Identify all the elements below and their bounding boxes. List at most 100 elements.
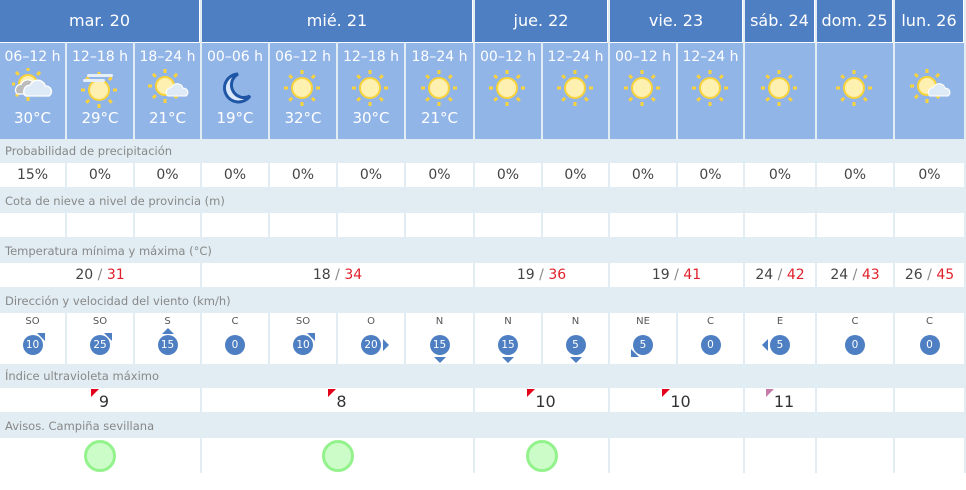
precip-value: 0% — [406, 163, 473, 187]
wind-direction: SO — [295, 316, 311, 327]
precip-value: 0% — [475, 163, 541, 187]
moon-icon — [223, 72, 252, 104]
wind-arrow-icon — [502, 357, 514, 363]
day-header[interactable]: jue. 22 — [475, 0, 608, 42]
wind-arrow-icon — [383, 339, 389, 351]
precip-value: 0% — [202, 163, 268, 187]
precip-value: 0% — [543, 163, 608, 187]
period-hours: 12–18 h — [72, 49, 128, 65]
sun-icon — [352, 70, 388, 106]
period-temp: 29°C — [81, 109, 119, 127]
alert-cell[interactable] — [475, 438, 608, 473]
precip-label: Probabilidad de precipitación — [0, 139, 964, 163]
sun-haze-icon — [81, 72, 117, 108]
snow-value — [895, 213, 964, 237]
period-cell — [895, 42, 964, 139]
snow-value — [202, 213, 268, 237]
sun-icon — [489, 70, 525, 106]
wind-speed: 20 — [361, 335, 381, 355]
period-cell: 18–24 h 21°C — [406, 42, 473, 139]
wind-direction: C — [926, 316, 933, 327]
wind-cell: N 15 — [406, 313, 473, 364]
alert-cell — [610, 438, 743, 473]
temp-max: 36 — [548, 267, 567, 283]
wind-cell: N 15 — [475, 313, 541, 364]
temp-separator: / — [927, 267, 932, 283]
uv-cell: 8 — [202, 388, 473, 412]
snow-value — [67, 213, 133, 237]
period-cell: 12–24 h — [678, 42, 743, 139]
period-temp: 21°C — [148, 109, 187, 127]
green-alert-icon[interactable] — [525, 440, 558, 472]
period-cell: 00–12 h — [475, 42, 541, 139]
period-hours — [745, 49, 815, 65]
snow-value — [475, 213, 541, 237]
temp-range: 19 / 41 — [610, 263, 743, 287]
temp-min: 24 — [755, 267, 774, 283]
snow-value — [678, 213, 743, 237]
wind-speed: 0 — [919, 335, 940, 355]
period-hours — [895, 49, 964, 65]
temp-min: 19 — [516, 267, 535, 283]
snow-value — [270, 213, 336, 237]
uv-cell — [895, 388, 964, 412]
period-temp: 32°C — [284, 109, 322, 127]
alert-cell[interactable] — [0, 438, 200, 473]
wind-cell: S 15 — [135, 313, 200, 364]
wind-direction: S — [164, 316, 171, 327]
period-hours: 18–24 h — [411, 49, 468, 65]
day-header[interactable]: mar. 20 — [0, 0, 200, 42]
day-header[interactable]: vie. 23 — [610, 0, 743, 42]
alert-cell[interactable] — [202, 438, 473, 473]
uv-cell: 10 — [475, 388, 608, 412]
sun-cloud-icon — [11, 68, 52, 101]
wind-direction: N — [504, 316, 512, 327]
temp-max: 34 — [344, 267, 363, 283]
period-cell: 12–18 h 29°C — [67, 42, 133, 139]
period-cell: 12–18 h 30°C — [338, 42, 404, 139]
wind-speed: 10 — [22, 335, 43, 355]
snow-value — [543, 213, 608, 237]
temp-min: 24 — [830, 267, 849, 283]
temp-max: 43 — [861, 267, 880, 283]
alert-cell — [745, 438, 815, 473]
snow-value — [338, 213, 404, 237]
temp-separator: / — [674, 267, 679, 283]
snow-value — [0, 213, 65, 237]
temp-range: 24 / 43 — [817, 263, 893, 287]
sun-icon — [556, 70, 593, 106]
green-alert-icon[interactable] — [321, 440, 354, 472]
temp-separator: / — [335, 267, 340, 283]
period-hours: 12–24 h — [547, 49, 604, 65]
day-header[interactable]: mié. 21 — [202, 0, 473, 42]
day-header[interactable]: dom. 25 — [817, 0, 893, 42]
green-alert-icon[interactable] — [84, 440, 116, 472]
temp-range: 24 / 42 — [745, 263, 815, 287]
sun-icon — [691, 70, 728, 106]
wind-speed: 15 — [429, 335, 450, 355]
day-header[interactable]: lun. 26 — [895, 0, 964, 42]
wind-arrow-icon — [433, 357, 446, 363]
snow-value — [817, 213, 893, 237]
period-cell: 18–24 h 21°C — [135, 42, 200, 139]
wind-direction: SO — [92, 316, 108, 327]
period-hours: 18–24 h — [139, 49, 196, 65]
wind-arrow-icon — [307, 333, 315, 341]
temp-label: Temperatura mínima y máxima (°C) — [0, 239, 964, 263]
wind-speed: 25 — [90, 335, 110, 355]
wind-speed: 10 — [293, 335, 313, 355]
day-header[interactable]: sáb. 24 — [745, 0, 815, 42]
precip-value: 0% — [67, 163, 133, 187]
temp-separator: / — [539, 267, 544, 283]
wind-direction: N — [571, 316, 580, 327]
wind-direction: C — [707, 316, 714, 327]
wind-cell: SO 10 — [0, 313, 65, 364]
uv-value: 10 — [670, 392, 691, 411]
sun-icon — [761, 70, 797, 106]
forecast-table: mar. 20 mié. 21 jue. 22 vie. 23 sáb. 24 dom. … — [0, 0, 966, 473]
temp-max: 31 — [106, 267, 125, 283]
precip-value: 0% — [270, 163, 336, 187]
